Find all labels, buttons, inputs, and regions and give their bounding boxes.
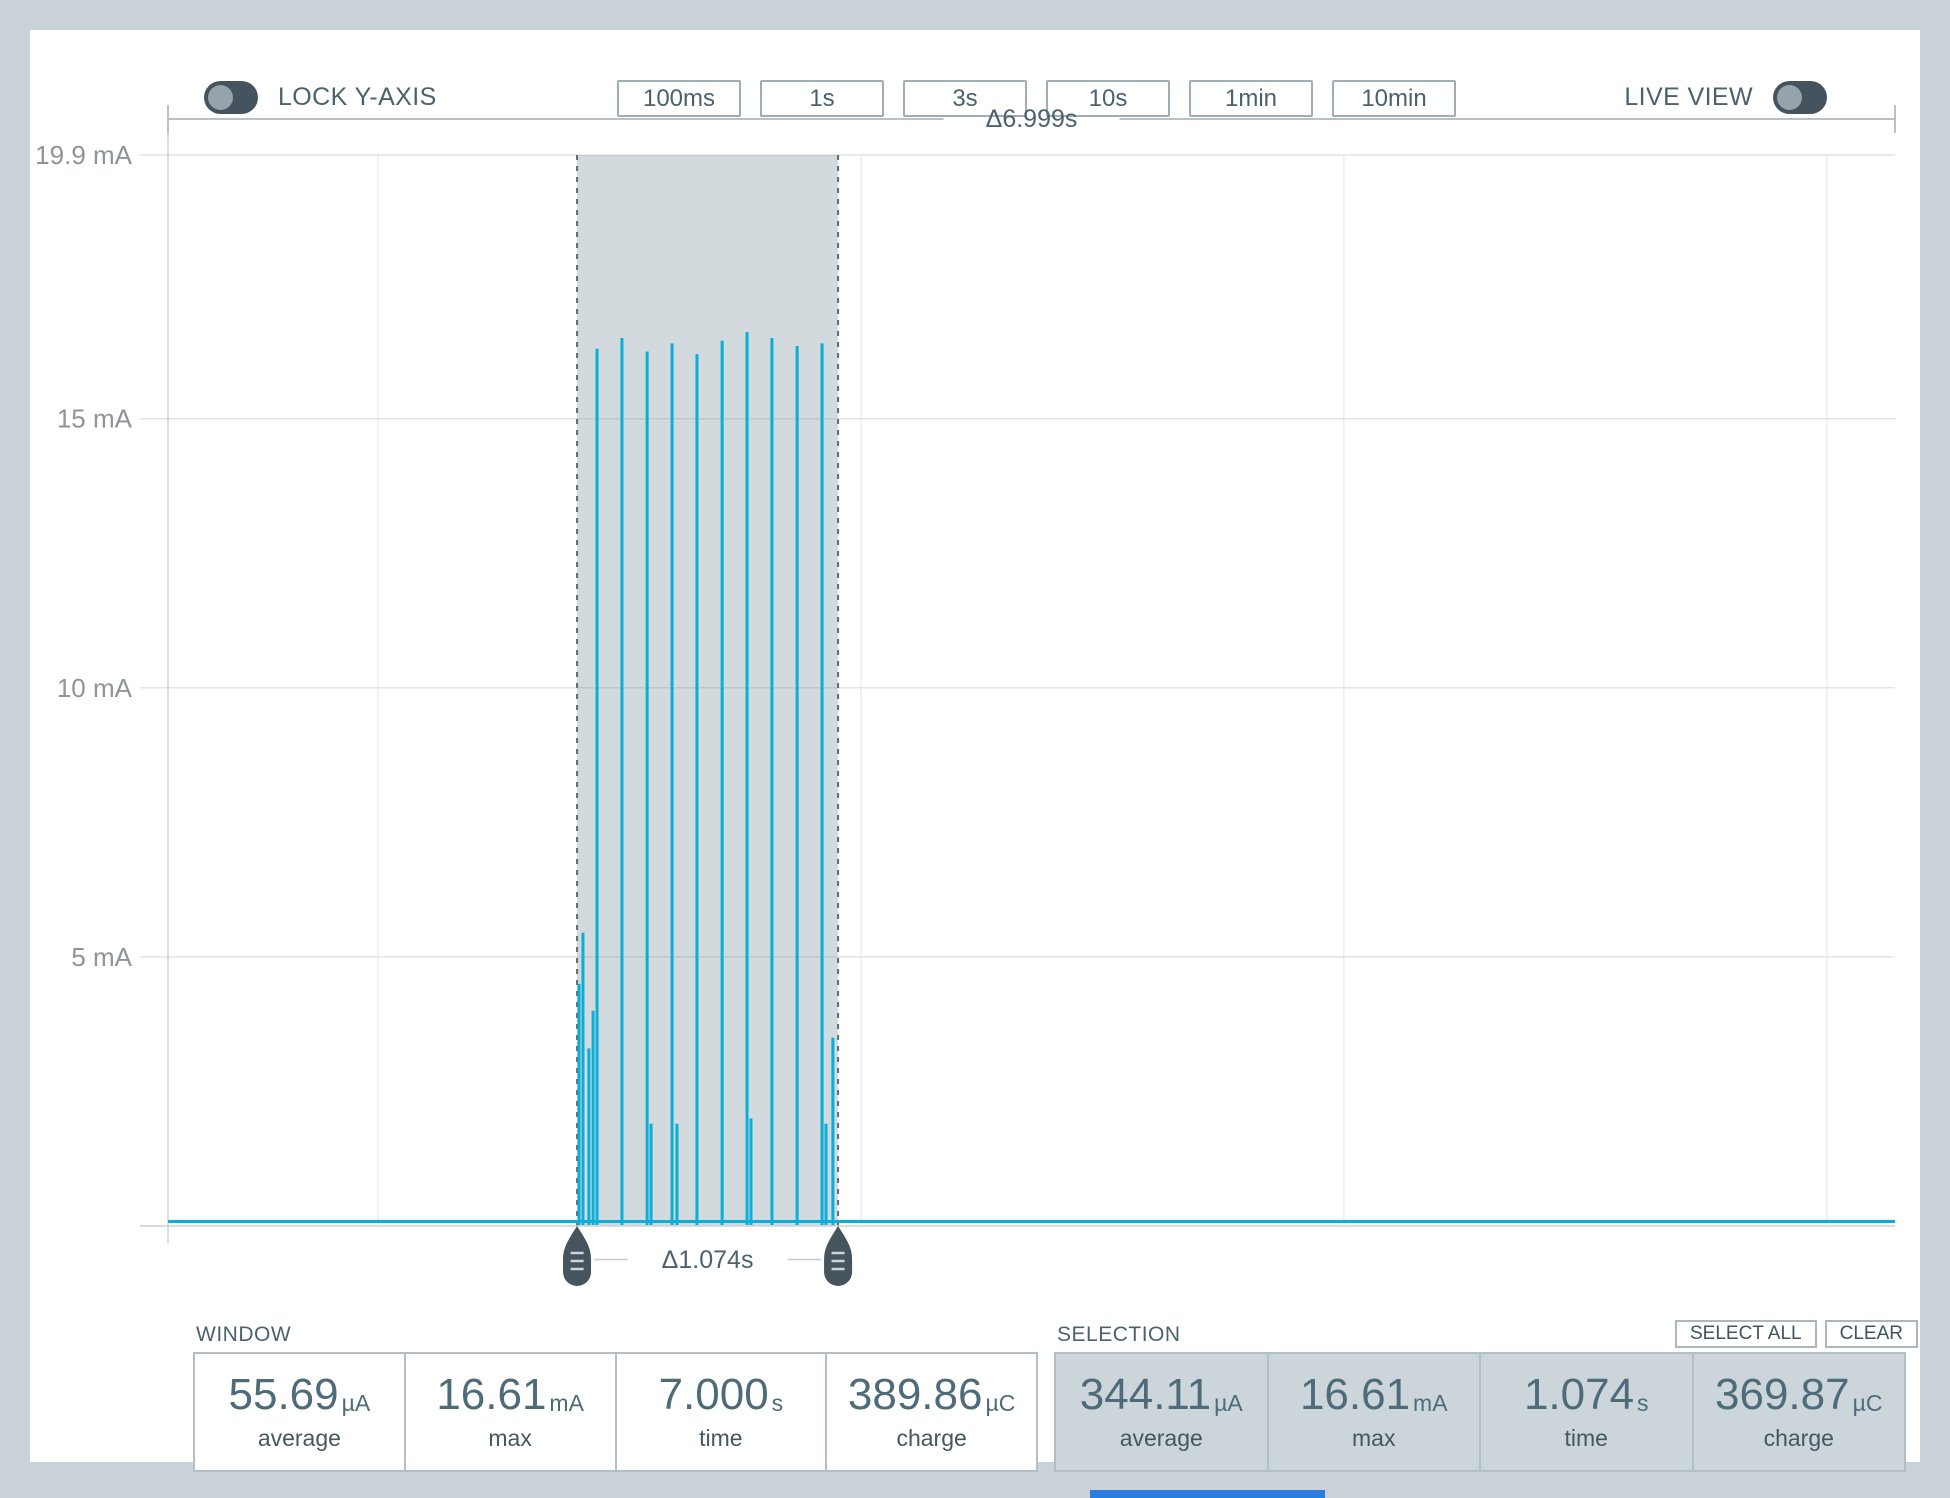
lock-y-axis-label: LOCK Y-AXIS — [278, 83, 437, 111]
stat-value: 7.000 s — [658, 1369, 784, 1419]
window-stats: 55.69 µA average 16.61 mA max 7.000 s time … — [193, 1352, 1038, 1472]
window-button-100ms[interactable]: 100ms — [617, 80, 741, 117]
stat-label: average — [257, 1424, 341, 1451]
lock-y-axis-toggle[interactable] — [204, 81, 258, 114]
selection-charge-stat: 369.87 µC charge — [1693, 1354, 1904, 1470]
stat-value: 344.11 µA — [1079, 1369, 1243, 1419]
window-delta-label: Δ6.999s — [985, 105, 1078, 133]
chart-panel: LOCK Y-AXIS 100ms 1s 3s 10s 1min 10min L… — [30, 30, 1920, 1472]
clear-button[interactable]: CLEAR — [1824, 1320, 1918, 1348]
time-window-buttons: 100ms 1s 3s 10s 1min 10min — [617, 80, 1456, 117]
toggle-knob — [1777, 85, 1802, 110]
select-all-button[interactable]: SELECT ALL — [1675, 1320, 1817, 1348]
stat-label: max — [1352, 1424, 1396, 1451]
window-charge-stat: 389.86 µC charge — [827, 1354, 1036, 1470]
stat-value: 16.61 mA — [1299, 1369, 1448, 1419]
selection-actions: SELECT ALL CLEAR — [1675, 1320, 1918, 1348]
stat-value: 16.61 mA — [436, 1369, 584, 1419]
selection-average-stat: 344.11 µA average — [1056, 1354, 1269, 1470]
window-section-label: WINDOW — [196, 1323, 292, 1346]
window-button-10s[interactable]: 10s — [1046, 80, 1170, 117]
stat-label: max — [488, 1424, 532, 1451]
selection-stats: 344.11 µA average 16.61 mA max 1.074 s time… — [1054, 1352, 1906, 1472]
live-view-control: LIVE VIEW — [1624, 81, 1827, 114]
stat-label: time — [1564, 1424, 1608, 1451]
selection-time-stat: 1.074 s time — [1481, 1354, 1694, 1470]
stat-value: 55.69 µA — [228, 1369, 371, 1419]
window-max-stat: 16.61 mA max — [406, 1354, 617, 1470]
selection-section-label: SELECTION — [1057, 1323, 1181, 1346]
lock-y-axis-control: LOCK Y-AXIS — [204, 81, 437, 114]
stat-label: charge — [896, 1424, 967, 1451]
window-time-stat: 7.000 s time — [617, 1354, 828, 1470]
stat-label: average — [1119, 1424, 1203, 1451]
bottom-accent-bar — [1090, 1490, 1325, 1498]
stat-value: 369.87 µC — [1715, 1369, 1883, 1419]
stat-value: 1.074 s — [1523, 1369, 1649, 1419]
stat-label: charge — [1763, 1424, 1834, 1451]
live-view-toggle[interactable] — [1773, 81, 1827, 114]
window-button-10min[interactable]: 10min — [1332, 80, 1456, 117]
window-button-1min[interactable]: 1min — [1189, 80, 1313, 117]
toggle-knob — [208, 85, 233, 110]
live-view-label: LIVE VIEW — [1624, 83, 1753, 111]
window-button-1s[interactable]: 1s — [760, 80, 884, 117]
stat-value: 389.86 µC — [847, 1369, 1016, 1419]
stat-label: time — [699, 1424, 743, 1451]
selection-max-stat: 16.61 mA max — [1268, 1354, 1481, 1470]
selection-delta-label: Δ1.074s — [661, 1246, 754, 1274]
window-average-stat: 55.69 µA average — [195, 1354, 406, 1470]
window-button-3s[interactable]: 3s — [903, 80, 1027, 117]
